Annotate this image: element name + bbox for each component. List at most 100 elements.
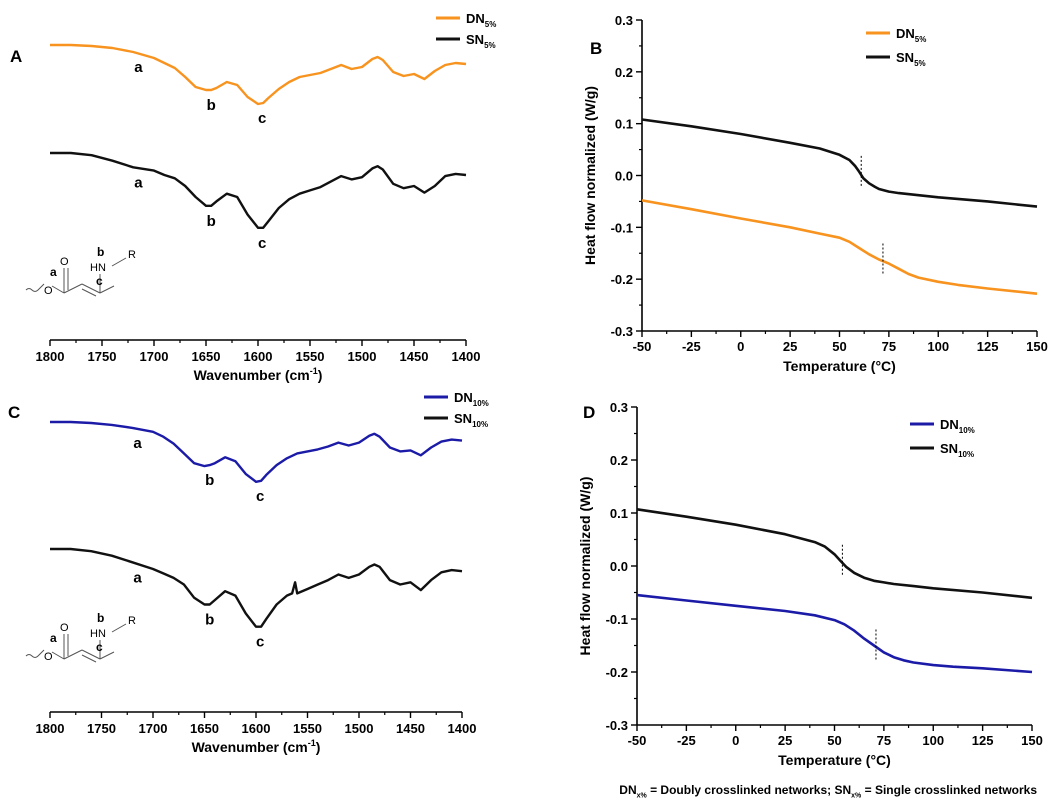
x-tick-label: 1750 [87, 721, 116, 736]
series-line-dn-10pct [50, 420, 463, 483]
x-tick-label: 1700 [139, 721, 168, 736]
x-tick-label: 25 [783, 339, 797, 354]
x-tick-label: 1500 [348, 349, 377, 364]
atom-o-carbonyl: O [60, 256, 69, 268]
x-tick-label: 1600 [244, 349, 273, 364]
atom-o-carbonyl: O [60, 622, 69, 634]
footnote-dn-label: DN [619, 783, 637, 797]
bond-c-eq-2 [81, 288, 97, 297]
bond-methyl [99, 285, 115, 294]
peak-label-a: a [133, 569, 142, 586]
x-tick-label: 75 [882, 339, 896, 354]
peak-label-c: c [256, 488, 264, 505]
x-tick-label: 1500 [345, 721, 374, 736]
x-axis-title-end: ) [316, 739, 321, 755]
panel-letter-c: C [8, 403, 20, 422]
y-axis-title: Heat flow normalized (W/g) [577, 477, 593, 656]
legend-label-sn-5pct: SN5% [896, 50, 926, 68]
x-axis-title: Wavenumber (cm-1) [192, 738, 321, 755]
legend-sub-sn-10pct: 10% [472, 420, 488, 429]
atom-hn: HN [90, 628, 106, 640]
legend-sub-sn-10pct: 10% [958, 450, 974, 459]
series-line-sn-10pct [636, 508, 1033, 600]
x-axis-title: Temperature (°C) [783, 358, 896, 374]
x-tick-label: 1800 [36, 721, 65, 736]
series-line-dn-5pct [641, 199, 1038, 295]
ftir-chart-a: 1800 1750 1700 1650 1600 1550 1500 1450 1400 Wave… [25, 11, 496, 383]
x-tick-label: -50 [628, 733, 647, 748]
ftir-chart-c: 1800 1750 1700 1650 1600 1550 1500 1450 1400 Wave… [25, 390, 489, 755]
y-tick-label: -0.1 [606, 612, 628, 627]
bond-c-eq [81, 283, 101, 294]
peak-label-a: a [134, 174, 143, 191]
legend-label-dn-10pct: DN10% [940, 417, 975, 435]
footnote-sn-sub: x% [851, 792, 862, 800]
x-tick-label: 0 [737, 339, 744, 354]
x-tick-label: 1650 [192, 349, 221, 364]
peak-label-c: c [258, 235, 266, 252]
peak-label-b: b [207, 213, 216, 230]
y-tick-label: 0.3 [615, 13, 633, 28]
footnote-sn-text: = Single crosslinked networks [861, 783, 1037, 797]
atom-r: R [128, 615, 136, 627]
peak-label-c: c [258, 110, 266, 127]
x-tick-label: 1600 [242, 721, 271, 736]
y-tick-label: 0.1 [615, 117, 633, 132]
atom-hn: HN [90, 262, 106, 274]
atom-o: O [44, 651, 53, 663]
dsc-chart-b: -50 -25 0 25 50 75 100 125 150 -0.3 -0.2 -0.1 0.0 0.1… [582, 13, 1048, 374]
legend-label-sn-5pct: SN5% [466, 32, 496, 50]
structure-label-b: b [97, 245, 104, 259]
x-tick-label: 100 [922, 733, 944, 748]
series-line-sn-5pct [641, 118, 1038, 208]
x-axis-title: Wavenumber (cm-1) [194, 366, 323, 383]
x-tick-label: 1450 [396, 721, 425, 736]
bond-o-c [51, 651, 65, 660]
x-tick-label: 1800 [36, 349, 65, 364]
series-line-sn-5pct [50, 151, 467, 229]
x-tick-label: 1450 [400, 349, 429, 364]
footnote-sn-label: SN [834, 783, 852, 797]
x-tick-label: 50 [827, 733, 841, 748]
panel-letter-a: A [10, 47, 22, 66]
x-tick-label: 100 [927, 339, 949, 354]
footnote: DNx% = Doubly crosslinked networks; SNx%… [0, 783, 1037, 799]
x-tick-label: 1650 [190, 721, 219, 736]
chemical-structure: O O HN Ra b c [25, 611, 136, 663]
x-tick-label: 1550 [293, 721, 322, 736]
legend-sub-dn-10pct: 10% [473, 399, 489, 408]
structure-label-a: a [50, 265, 57, 279]
y-tick-label: 0.0 [615, 169, 633, 184]
legend-label-dn-5pct: DN5% [896, 26, 926, 44]
peak-label-a: a [134, 59, 143, 76]
x-tick-label: -50 [633, 339, 652, 354]
series-line-sn-10pct [50, 547, 463, 628]
peak-label-c: c [256, 634, 264, 651]
y-tick-label: 0.0 [610, 559, 628, 574]
legend-sub-dn-10pct: 10% [959, 426, 975, 435]
legend-label-dn-5pct: DN5% [466, 11, 496, 29]
bond-c-eq [81, 649, 101, 660]
wavy-bond [25, 649, 45, 658]
x-axis-title-sup: -1 [310, 366, 318, 376]
y-tick-label: -0.3 [606, 718, 628, 733]
panel-letter-d: D [583, 403, 595, 422]
chemical-structure: O O HN Ra b c [25, 245, 136, 297]
legend-label-sn-10pct: SN10% [454, 411, 488, 429]
bond-methyl [99, 651, 115, 660]
y-tick-label: 0.3 [610, 400, 628, 415]
x-tick-label: 1400 [452, 349, 481, 364]
x-tick-label: 125 [977, 339, 999, 354]
x-axis-title: Temperature (°C) [778, 752, 891, 768]
legend-sub-dn-5pct: 5% [915, 35, 927, 44]
footnote-dn-text: = Doubly crosslinked networks; [646, 783, 835, 797]
dsc-chart-d: -50 -25 0 25 50 75 100 125 150 -0.3 -0.2 -0.1 0.0 0.1… [577, 400, 1043, 768]
x-tick-label: 1400 [448, 721, 477, 736]
peak-label-b: b [207, 97, 216, 114]
bond-o-c [51, 285, 65, 294]
x-tick-label: 0 [732, 733, 739, 748]
legend-label-sn-10pct: SN10% [940, 441, 974, 459]
series-line-dn-5pct [50, 43, 467, 106]
x-tick-label: 150 [1021, 733, 1043, 748]
